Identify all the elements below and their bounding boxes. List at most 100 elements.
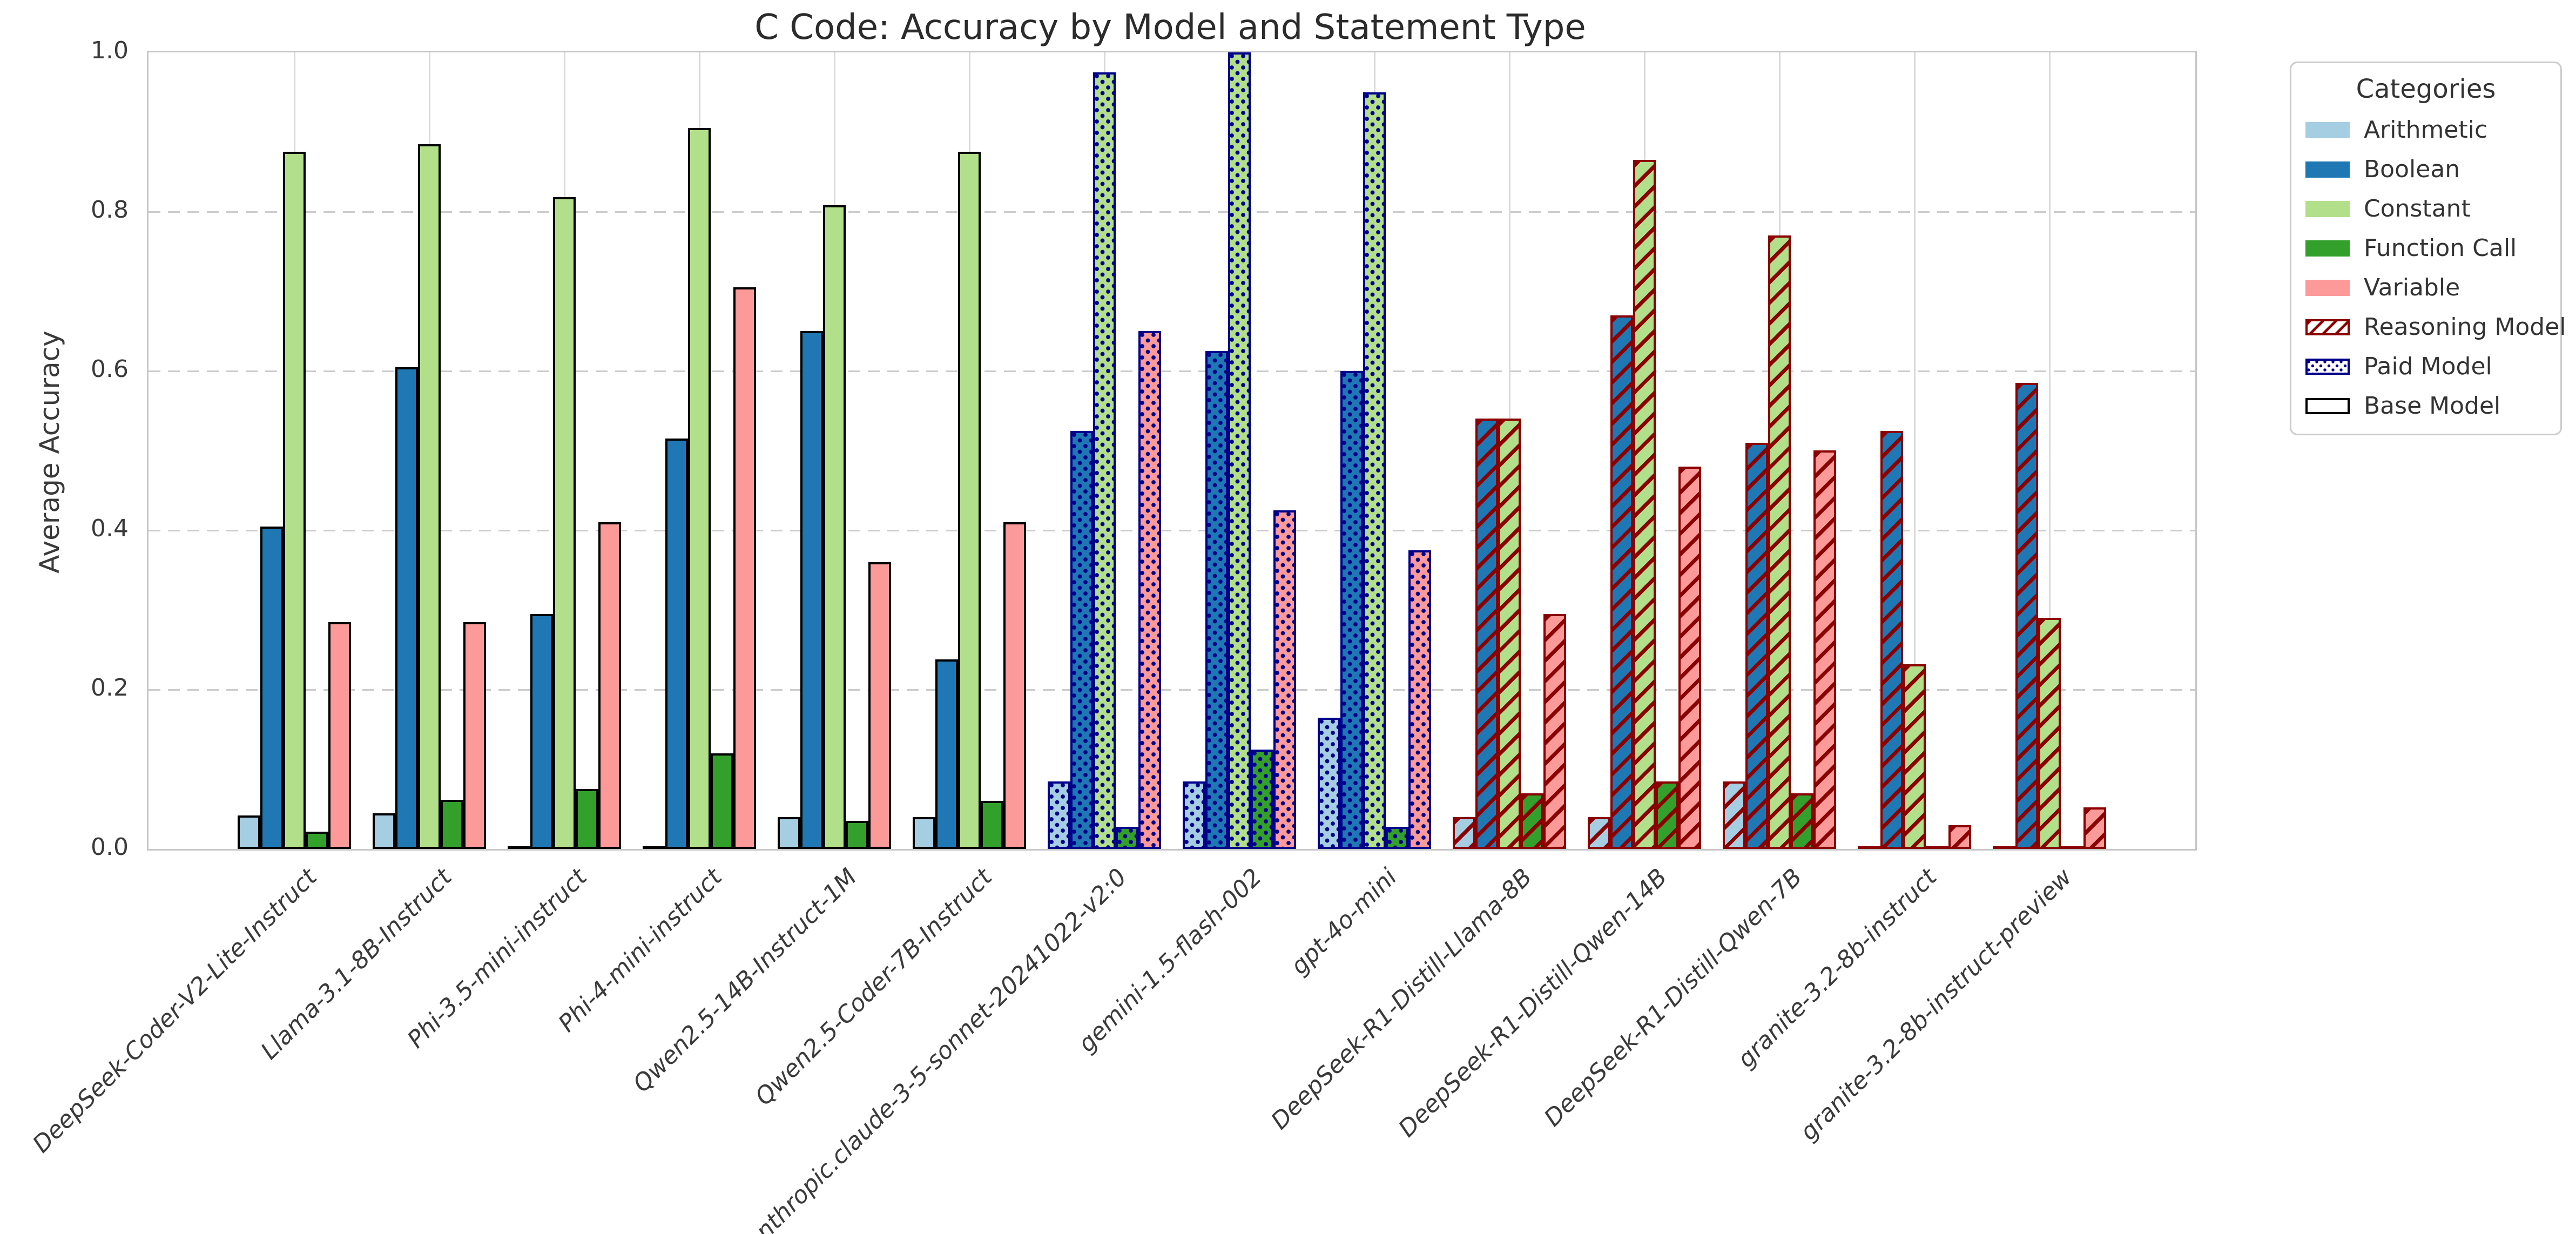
bar-granite-3.2-8b-instruct-Constant (1903, 664, 1926, 849)
bar-Qwen2.5-Coder-7B-Instruct-Constant (958, 152, 981, 849)
legend-label: Paid Model (2364, 353, 2492, 380)
y-tick-0.2: 0.2 (91, 674, 129, 702)
x-tick-gpt-4o-mini: gpt-4o-mini (1285, 863, 1402, 980)
bar-anthropic.claude-3-5-sonnet-20241022-v2:0-Constant (1093, 72, 1116, 849)
bar-DeepSeek-Coder-V2-Lite-Instruct-Boolean (260, 527, 283, 849)
bar-DeepSeek-R1-Distill-Llama-8B-Boolean (1475, 419, 1498, 849)
x-tick-DeepSeek-R1-Distill-Qwen-7B: DeepSeek-R1-Distill-Qwen-7B (1539, 863, 1808, 1132)
gridline-y-0.2 (149, 689, 2195, 691)
bar-granite-3.2-8b-instruct-Boolean (1880, 431, 1903, 849)
gridline-y-0.4 (149, 530, 2195, 531)
bar-anthropic.claude-3-5-sonnet-20241022-v2:0-Boolean (1070, 431, 1093, 849)
bar-Qwen2.5-14B-Instruct-1M-Boolean (800, 331, 823, 849)
legend-item-Boolean: Boolean (2305, 156, 2546, 183)
legend-item-Function Call: Function Call (2305, 234, 2546, 262)
gridline-x-granite-3.2-8b-instruct-preview (2049, 52, 2051, 849)
bar-gemini-1.5-flash-002-Variable (1273, 510, 1296, 849)
legend-swatch-Variable (2305, 279, 2350, 296)
bar-gpt-4o-mini-Constant (1363, 92, 1386, 849)
bar-gpt-4o-mini-Arithmetic (1318, 718, 1340, 849)
legend-label: Base Model (2364, 392, 2501, 420)
bar-gpt-4o-mini-Function Call (1386, 827, 1408, 849)
bar-Llama-3.1-8B-Instruct-Arithmetic (373, 813, 395, 849)
gridline-x-granite-3.2-8b-instruct (1914, 52, 1916, 849)
bar-Phi-3.5-mini-instruct-Arithmetic (508, 846, 530, 849)
legend-label: Variable (2364, 274, 2460, 301)
legend-item-Constant: Constant (2305, 195, 2546, 222)
bar-Qwen2.5-14B-Instruct-1M-Constant (823, 205, 846, 849)
bar-Phi-4-mini-instruct-Function Call (711, 753, 733, 849)
bar-granite-3.2-8b-instruct-Function Call (1926, 846, 1948, 849)
legend-swatch-Arithmetic (2305, 122, 2350, 138)
bar-Llama-3.1-8B-Instruct-Boolean (395, 367, 418, 849)
legend-swatch-Reasoning Model (2305, 319, 2350, 335)
bar-Qwen2.5-Coder-7B-Instruct-Function Call (981, 801, 1003, 849)
legend-item-Base Model: Base Model (2305, 392, 2546, 420)
bar-DeepSeek-R1-Distill-Qwen-7B-Variable (1813, 450, 1836, 849)
y-axis-label: Average Accuracy (34, 331, 65, 574)
legend-item-Reasoning Model: Reasoning Model (2305, 313, 2566, 341)
legend-items: Arithmetic Boolean Constant Function Call Va… (2305, 116, 2566, 420)
bar-DeepSeek-R1-Distill-Qwen-14B-Variable (1678, 467, 1701, 849)
bar-DeepSeek-R1-Distill-Llama-8B-Variable (1543, 614, 1566, 849)
legend-label: Constant (2364, 195, 2471, 222)
bar-granite-3.2-8b-instruct-Arithmetic (1858, 846, 1880, 849)
bar-Qwen2.5-Coder-7B-Instruct-Boolean (935, 659, 958, 849)
chart-title: C Code: Accuracy by Model and Statement … (754, 8, 1586, 48)
y-tick-1.0: 1.0 (91, 37, 129, 64)
bar-DeepSeek-R1-Distill-Qwen-7B-Constant (1768, 235, 1791, 849)
y-tick-0.6: 0.6 (91, 355, 129, 383)
bar-DeepSeek-R1-Distill-Qwen-7B-Arithmetic (1723, 781, 1745, 849)
x-tick-Qwen2.5-14B-Instruct-1M: Qwen2.5-14B-Instruct-1M (628, 863, 862, 1098)
bar-Phi-3.5-mini-instruct-Variable (598, 522, 621, 849)
bar-Qwen2.5-Coder-7B-Instruct-Variable (1003, 522, 1026, 849)
bar-DeepSeek-R1-Distill-Llama-8B-Function Call (1521, 793, 1543, 849)
gridline-y-0.8 (149, 211, 2195, 213)
bar-Llama-3.1-8B-Instruct-Function Call (441, 800, 463, 849)
y-tick-0.8: 0.8 (91, 196, 129, 224)
x-tick-DeepSeek-R1-Distill-Qwen-14B: DeepSeek-R1-Distill-Qwen-14B (1393, 863, 1673, 1143)
bar-Qwen2.5-14B-Instruct-1M-Variable (868, 562, 891, 849)
legend-label: Reasoning Model (2364, 313, 2566, 341)
x-tick-granite-3.2-8b-instruct-preview: granite-3.2-8b-instruct-preview (1795, 863, 2078, 1146)
bar-gpt-4o-mini-Variable (1408, 550, 1431, 849)
legend-swatch-Boolean (2305, 161, 2350, 178)
bar-Phi-3.5-mini-instruct-Function Call (576, 789, 598, 849)
y-tick-0.0: 0.0 (91, 833, 129, 861)
bar-granite-3.2-8b-instruct-preview-Variable (2083, 807, 2106, 849)
legend-label: Arithmetic (2364, 116, 2488, 144)
bar-DeepSeek-R1-Distill-Llama-8B-Arithmetic (1453, 817, 1475, 849)
bar-granite-3.2-8b-instruct-preview-Boolean (2015, 383, 2038, 849)
bar-DeepSeek-R1-Distill-Qwen-7B-Function Call (1791, 793, 1813, 849)
bar-Phi-4-mini-instruct-Variable (733, 287, 756, 849)
bar-DeepSeek-Coder-V2-Lite-Instruct-Constant (283, 152, 306, 849)
x-tick-Qwen2.5-Coder-7B-Instruct: Qwen2.5-Coder-7B-Instruct (750, 863, 997, 1111)
bar-gemini-1.5-flash-002-Arithmetic (1183, 781, 1205, 849)
bar-Qwen2.5-14B-Instruct-1M-Arithmetic (778, 817, 800, 849)
bar-DeepSeek-Coder-V2-Lite-Instruct-Function Call (306, 832, 328, 849)
bar-Phi-4-mini-instruct-Boolean (665, 439, 688, 849)
bar-anthropic.claude-3-5-sonnet-20241022-v2:0-Arithmetic (1048, 781, 1070, 849)
bar-Llama-3.1-8B-Instruct-Variable (463, 622, 486, 849)
bar-gemini-1.5-flash-002-Function Call (1251, 750, 1273, 849)
legend-item-Arithmetic: Arithmetic (2305, 116, 2546, 144)
bar-Phi-4-mini-instruct-Arithmetic (643, 846, 665, 849)
bar-DeepSeek-R1-Distill-Qwen-7B-Boolean (1745, 443, 1768, 849)
bar-DeepSeek-Coder-V2-Lite-Instruct-Variable (328, 622, 351, 849)
gridline-y-0.6 (149, 370, 2195, 372)
bar-granite-3.2-8b-instruct-preview-Constant (2038, 618, 2061, 849)
bar-DeepSeek-R1-Distill-Llama-8B-Constant (1498, 419, 1521, 849)
bar-Phi-3.5-mini-instruct-Boolean (530, 614, 553, 849)
legend-swatch-Base Model (2305, 397, 2350, 414)
legend-swatch-Constant (2305, 200, 2350, 217)
legend-label: Boolean (2364, 156, 2460, 183)
legend-item-Variable: Variable (2305, 274, 2546, 301)
bar-DeepSeek-R1-Distill-Qwen-14B-Boolean (1610, 315, 1633, 849)
bar-Phi-4-mini-instruct-Constant (688, 128, 711, 849)
bar-DeepSeek-R1-Distill-Qwen-14B-Arithmetic (1588, 817, 1610, 849)
bar-Llama-3.1-8B-Instruct-Constant (418, 144, 441, 849)
legend-swatch-Paid Model (2305, 358, 2350, 375)
legend-title: Categories (2356, 74, 2496, 104)
bar-granite-3.2-8b-instruct-preview-Function Call (2061, 846, 2083, 849)
